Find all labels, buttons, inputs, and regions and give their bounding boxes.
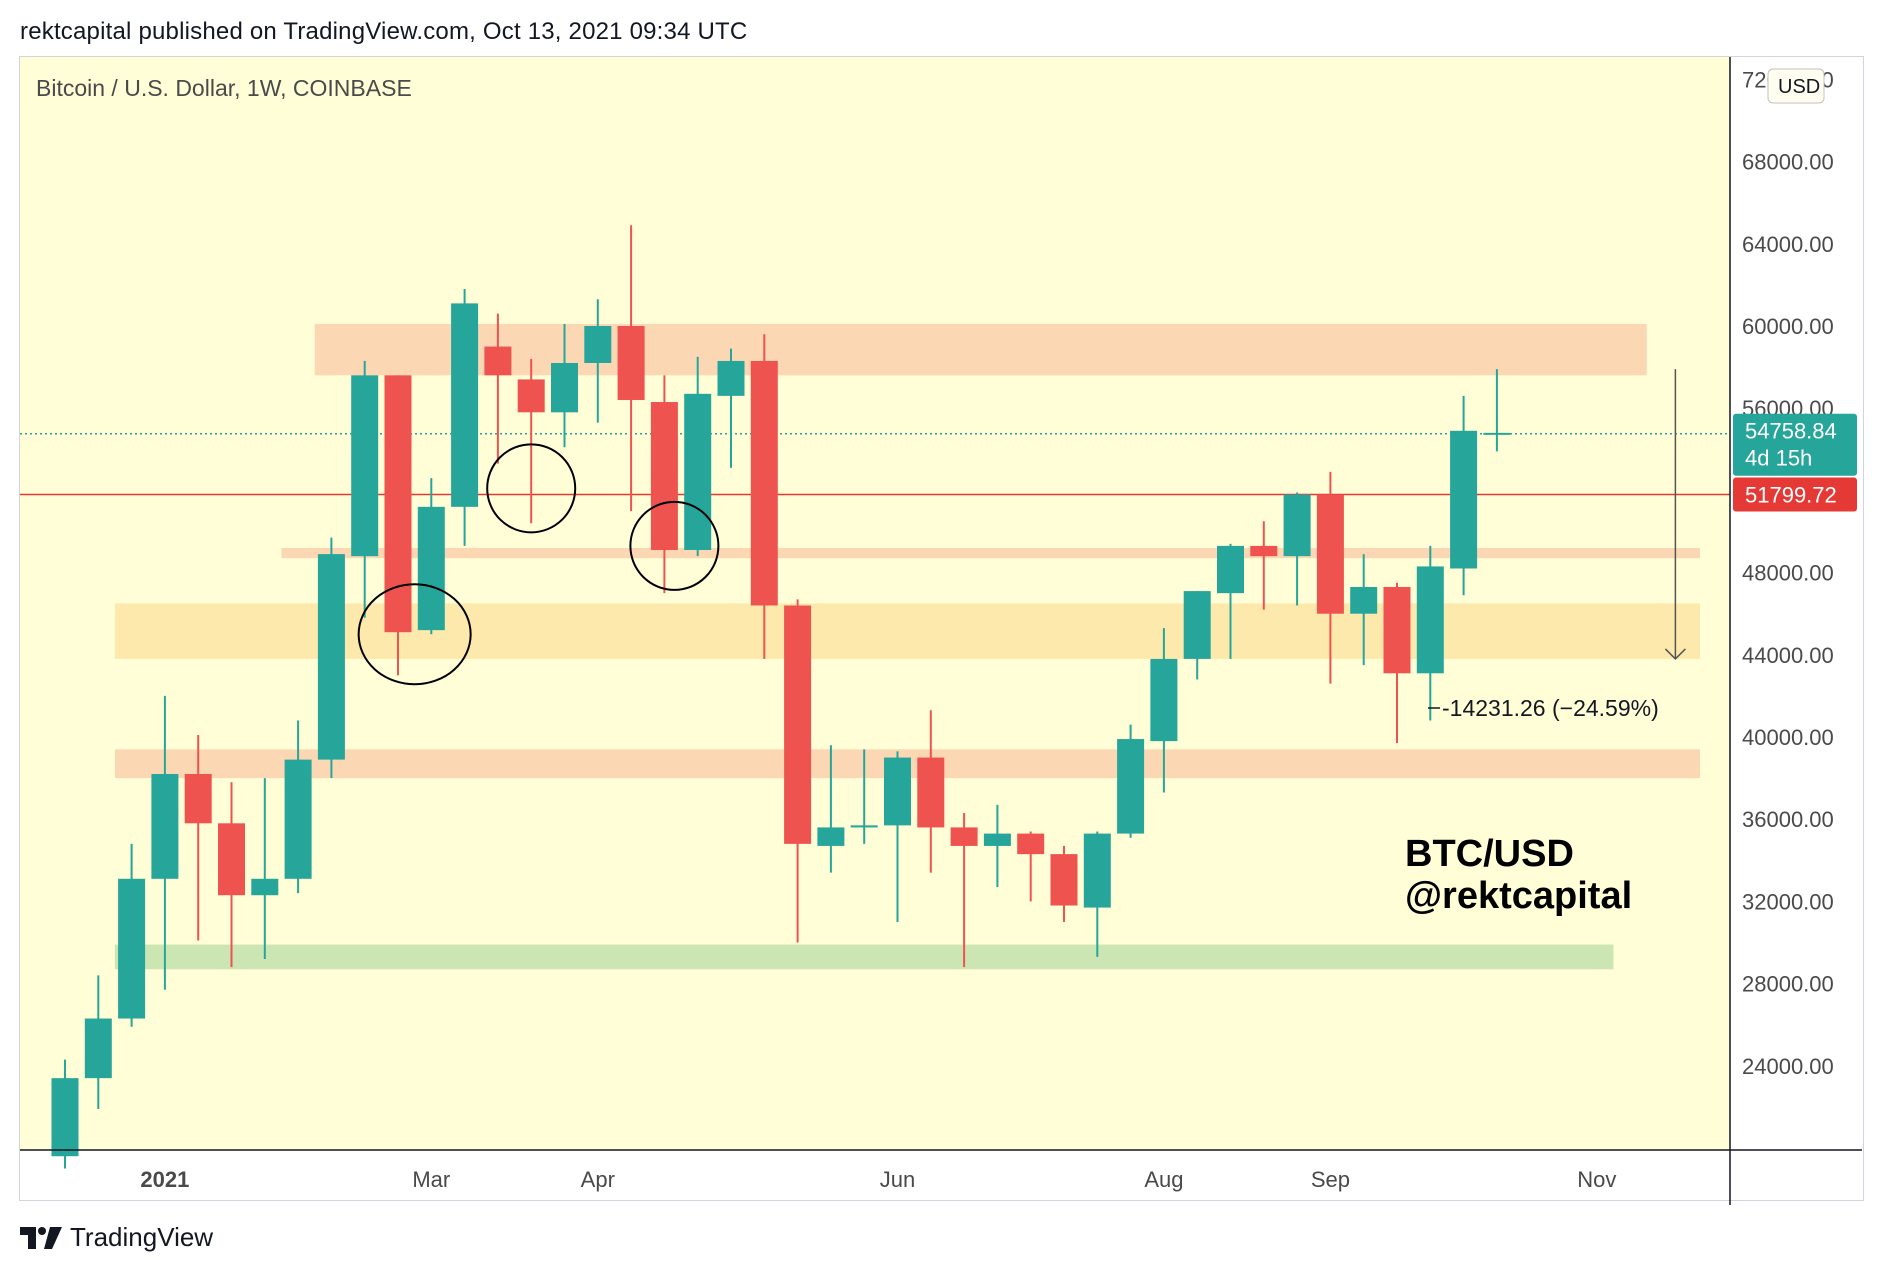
support-zone-45k (114, 603, 1701, 659)
candle-body[interactable] (1117, 739, 1145, 834)
price-tick-label: 36000.00 (1742, 807, 1834, 832)
publisher-line: rektcapital published on TradingView.com… (20, 18, 748, 45)
candle-body[interactable] (1283, 494, 1311, 557)
candle-body[interactable] (551, 362, 578, 413)
time-axis: 2021 Mar Apr Jun Aug Sep Nov (20, 1149, 1862, 1192)
candle-body[interactable] (850, 825, 878, 828)
candle-body[interactable] (750, 360, 778, 606)
circle-3-annotation (629, 500, 720, 591)
price-tick-label: 28000.00 (1742, 972, 1834, 997)
candle-body[interactable] (1416, 566, 1444, 674)
price-tick-label: 32000.00 (1742, 889, 1834, 914)
currency-label: USD (1778, 76, 1820, 98)
watermark-author: @rektcapital (1405, 875, 1632, 917)
candle-body[interactable] (284, 759, 312, 879)
circle-1-annotation (357, 583, 472, 686)
lines-layer (20, 432, 1730, 496)
candle-body[interactable] (817, 827, 845, 846)
candle-body[interactable] (451, 303, 479, 507)
price-tick-label: 68000.00 (1742, 150, 1834, 175)
thin-zone-49k (281, 547, 1701, 559)
candle-body[interactable] (784, 605, 812, 844)
time-tick-label: Mar (412, 1167, 450, 1192)
support-zone-29k (114, 944, 1614, 970)
candle-body[interactable] (1383, 586, 1411, 674)
price-tick-label: 24000.00 (1742, 1054, 1834, 1079)
candle-body[interactable] (1183, 591, 1211, 659)
candle-body[interactable] (1083, 833, 1111, 908)
time-tick-label: Nov (1577, 1167, 1616, 1192)
chart-frame (19, 56, 1864, 1201)
candle-body[interactable] (1316, 494, 1344, 614)
candle-body[interactable] (1350, 586, 1378, 614)
candle-body[interactable] (884, 757, 911, 826)
candle-body[interactable] (151, 773, 179, 879)
candlestick-chart[interactable]: -14231.26 (−24.59%) Bitcoin / U.S. Dolla… (0, 0, 1880, 1220)
measure-arrow-head (1664, 648, 1686, 660)
tradingview-label: TradingView (70, 1222, 214, 1252)
candle-body[interactable] (218, 823, 245, 896)
candle-body[interactable] (1050, 854, 1078, 906)
bar-countdown: 4d 15h (1745, 446, 1812, 471)
time-tick-label: 2021 (140, 1167, 189, 1192)
candle-body[interactable] (118, 878, 146, 1019)
last-price-value: 54758.84 (1745, 419, 1837, 444)
horizontal-line-value: 51799.72 (1745, 483, 1837, 508)
candle-body[interactable] (650, 402, 678, 550)
candle-body[interactable] (717, 360, 745, 396)
price-tick-label: 64000.00 (1742, 232, 1834, 257)
time-tick-label: Aug (1144, 1167, 1183, 1192)
candle-body[interactable] (983, 833, 1011, 846)
tradingview-brand[interactable]: TradingView (20, 1222, 213, 1253)
candle-body[interactable] (484, 346, 512, 376)
candle-body[interactable] (417, 506, 445, 631)
price-tick-label: 48000.00 (1742, 561, 1834, 586)
time-tick-label: Jun (880, 1167, 915, 1192)
candle-body[interactable] (184, 773, 212, 824)
candle-body[interactable] (1450, 430, 1478, 569)
candle-body[interactable] (317, 554, 345, 760)
last-price-tag (1733, 413, 1857, 476)
resistance-zone-top (314, 323, 1647, 376)
candle-body[interactable] (384, 375, 412, 633)
candle-body[interactable] (251, 878, 279, 896)
candle-body[interactable] (1150, 658, 1178, 742)
price-axis: 24000.00 28000.00 32000.00 36000.00 40000.00… (1729, 57, 1834, 1205)
candle-body[interactable] (1017, 833, 1045, 855)
candle-body[interactable] (1483, 432, 1511, 435)
candle-body[interactable] (917, 757, 945, 828)
candle-body[interactable] (684, 393, 712, 550)
candle-body[interactable] (351, 375, 379, 557)
time-tick-label: Apr (581, 1167, 615, 1192)
circle-2-annotation (486, 443, 577, 534)
candle-body[interactable] (517, 379, 545, 413)
candles-layer (51, 225, 1511, 1169)
candle-body[interactable] (84, 1018, 112, 1079)
price-tick-label: 40000.00 (1742, 725, 1834, 750)
candle-body[interactable] (51, 1078, 79, 1157)
currency-button[interactable] (1767, 68, 1825, 104)
price-tick-label: 60000.00 (1742, 314, 1834, 339)
measure-label: -14231.26 (−24.59%) (1442, 695, 1659, 721)
chart-title: Bitcoin / U.S. Dollar, 1W, COINBASE (36, 75, 412, 101)
tradingview-logo-icon (20, 1226, 62, 1249)
candle-body[interactable] (1217, 545, 1244, 594)
horizontal-line-tag (1733, 477, 1857, 512)
candle-body[interactable] (950, 827, 978, 846)
candle-body[interactable] (584, 326, 612, 363)
price-tick-label: 44000.00 (1742, 643, 1834, 668)
time-tick-label: Sep (1311, 1167, 1350, 1192)
candle-body[interactable] (1250, 545, 1278, 557)
candle-body[interactable] (617, 326, 645, 400)
watermark-symbol: BTC/USD (1405, 833, 1574, 875)
annotations-layer: -14231.26 (−24.59%) (357, 369, 1686, 721)
